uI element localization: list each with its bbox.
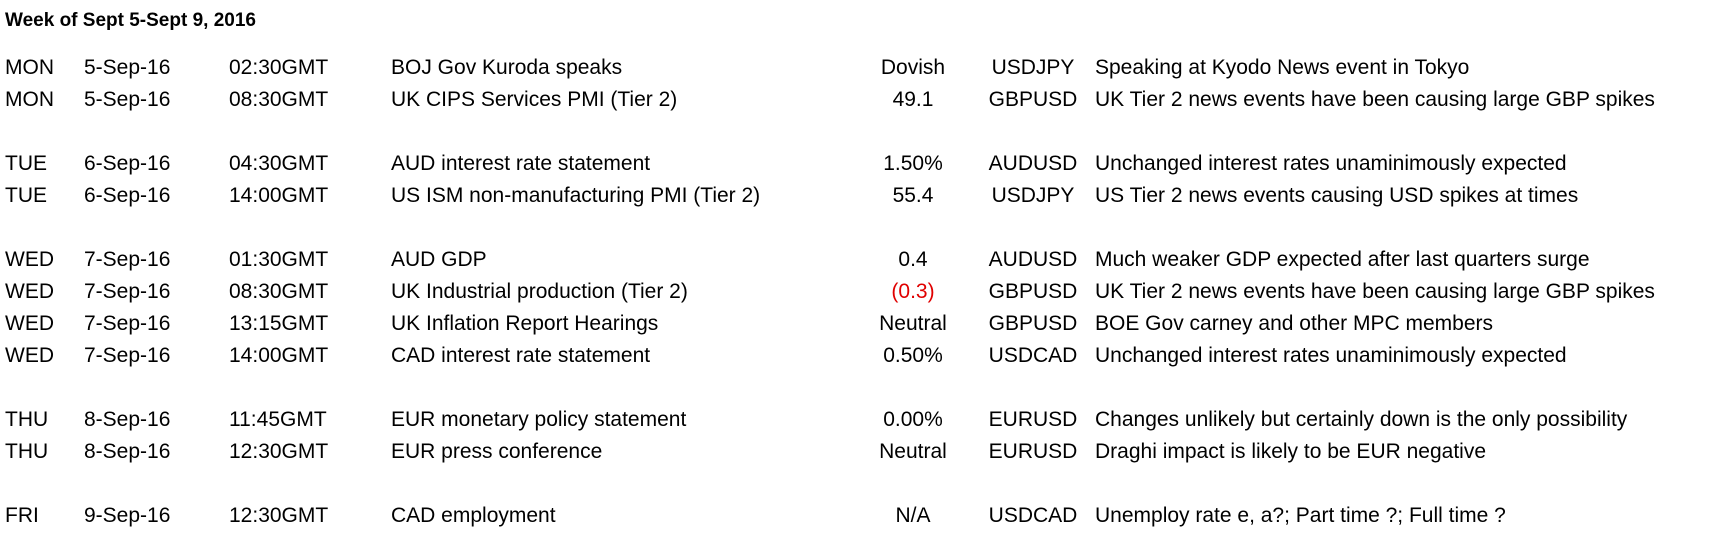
value-cell: N/A — [895, 504, 931, 527]
event-cell: EUR press conference — [391, 440, 603, 463]
time-cell: 13:15GMT — [229, 312, 329, 335]
note-cell: UK Tier 2 news events have been causing … — [1095, 280, 1655, 303]
event-cell: CAD employment — [391, 504, 556, 527]
note-cell: Draghi impact is likely to be EUR negati… — [1095, 440, 1487, 463]
pair-cell: USDCAD — [988, 344, 1078, 367]
time-cell: 11:45GMT — [229, 408, 327, 431]
table-row: WED 7-Sep-16 01:30GMT AUD GDP 0.4 AUDUSD… — [0, 244, 1734, 276]
value-cell: 0.50% — [883, 344, 943, 367]
calendar-table: MON 5-Sep-16 02:30GMT BOJ Gov Kuroda spe… — [0, 52, 1734, 532]
time-cell: 12:30GMT — [229, 440, 329, 463]
row-spacer — [0, 116, 1734, 148]
time-cell: 01:30GMT — [229, 248, 329, 271]
table-row: THU 8-Sep-16 12:30GMT EUR press conferen… — [0, 436, 1734, 468]
row-spacer — [0, 212, 1734, 244]
pair-cell: AUDUSD — [988, 152, 1078, 175]
pair-cell: USDJPY — [991, 56, 1075, 79]
note-cell: Unchanged interest rates unaminimously e… — [1095, 152, 1567, 175]
note-cell: BOE Gov carney and other MPC members — [1095, 312, 1493, 335]
page-title: Week of Sept 5-Sept 9, 2016 — [5, 10, 256, 31]
event-cell: US ISM non-manufacturing PMI (Tier 2) — [391, 184, 761, 207]
event-cell: AUD GDP — [391, 248, 487, 271]
day-cell: WED — [5, 312, 54, 335]
pair-cell: AUDUSD — [988, 248, 1078, 271]
day-cell: THU — [5, 408, 49, 431]
table-row: WED 7-Sep-16 14:00GMT CAD interest rate … — [0, 340, 1734, 372]
date-cell: 7-Sep-16 — [84, 248, 171, 271]
note-cell: Unemploy rate e, a?; Part time ?; Full t… — [1095, 504, 1506, 527]
pair-cell: GBPUSD — [988, 280, 1078, 303]
value-cell-negative: (0.3) — [891, 280, 935, 303]
note-cell: Changes unlikely but certainly down is t… — [1095, 408, 1628, 431]
event-cell: BOJ Gov Kuroda speaks — [391, 56, 623, 79]
event-cell: CAD interest rate statement — [391, 344, 651, 367]
note-cell: UK Tier 2 news events have been causing … — [1095, 88, 1655, 111]
pair-cell: GBPUSD — [988, 312, 1078, 335]
date-cell: 5-Sep-16 — [84, 56, 171, 79]
table-row: FRI 9-Sep-16 12:30GMT CAD employment N/A… — [0, 500, 1734, 532]
date-cell: 6-Sep-16 — [84, 152, 171, 175]
note-cell: Speaking at Kyodo News event in Tokyo — [1095, 56, 1470, 79]
time-cell: 04:30GMT — [229, 152, 329, 175]
time-cell: 08:30GMT — [229, 88, 329, 111]
day-cell: FRI — [5, 504, 39, 527]
value-cell: 0.00% — [883, 408, 943, 431]
value-cell: Neutral — [879, 440, 947, 463]
time-cell: 14:00GMT — [229, 184, 329, 207]
day-cell: MON — [5, 88, 54, 111]
table-row: TUE 6-Sep-16 04:30GMT AUD interest rate … — [0, 148, 1734, 180]
day-cell: THU — [5, 440, 49, 463]
table-row: MON 5-Sep-16 08:30GMT UK CIPS Services P… — [0, 84, 1734, 116]
event-cell: UK Industrial production (Tier 2) — [391, 280, 688, 303]
note-cell: Unchanged interest rates unaminimously e… — [1095, 344, 1567, 367]
value-cell: 0.4 — [898, 248, 928, 271]
date-cell: 9-Sep-16 — [84, 504, 171, 527]
event-cell: AUD interest rate statement — [391, 152, 651, 175]
table-row: WED 7-Sep-16 08:30GMT UK Industrial prod… — [0, 276, 1734, 308]
time-cell: 02:30GMT — [229, 56, 329, 79]
pair-cell: EURUSD — [988, 440, 1078, 463]
value-cell: 55.4 — [892, 184, 934, 207]
event-cell: UK CIPS Services PMI (Tier 2) — [391, 88, 678, 111]
row-spacer — [0, 372, 1734, 404]
value-cell: Dovish — [880, 56, 946, 79]
day-cell: MON — [5, 56, 54, 79]
event-cell: EUR monetary policy statement — [391, 408, 687, 431]
note-cell: Much weaker GDP expected after last quar… — [1095, 248, 1590, 271]
day-cell: TUE — [5, 184, 47, 207]
row-spacer — [0, 468, 1734, 500]
pair-cell: USDJPY — [991, 184, 1075, 207]
value-cell: 1.50% — [883, 152, 943, 175]
table-row: THU 8-Sep-16 11:45GMT EUR monetary polic… — [0, 404, 1734, 436]
time-cell: 14:00GMT — [229, 344, 329, 367]
pair-cell: GBPUSD — [988, 88, 1078, 111]
pair-cell: EURUSD — [988, 408, 1078, 431]
table-row: WED 7-Sep-16 13:15GMT UK Inflation Repor… — [0, 308, 1734, 340]
value-cell: Neutral — [879, 312, 947, 335]
day-cell: WED — [5, 280, 54, 303]
date-cell: 6-Sep-16 — [84, 184, 171, 207]
date-cell: 8-Sep-16 — [84, 440, 171, 463]
date-cell: 7-Sep-16 — [84, 312, 171, 335]
event-cell: UK Inflation Report Hearings — [391, 312, 659, 335]
day-cell: WED — [5, 248, 54, 271]
date-cell: 7-Sep-16 — [84, 280, 171, 303]
note-cell: US Tier 2 news events causing USD spikes… — [1095, 184, 1579, 207]
time-cell: 12:30GMT — [229, 504, 329, 527]
day-cell: TUE — [5, 152, 47, 175]
table-row: TUE 6-Sep-16 14:00GMT US ISM non-manufac… — [0, 180, 1734, 212]
date-cell: 8-Sep-16 — [84, 408, 171, 431]
table-row: MON 5-Sep-16 02:30GMT BOJ Gov Kuroda spe… — [0, 52, 1734, 84]
time-cell: 08:30GMT — [229, 280, 329, 303]
day-cell: WED — [5, 344, 54, 367]
date-cell: 5-Sep-16 — [84, 88, 171, 111]
value-cell: 49.1 — [892, 88, 934, 111]
pair-cell: USDCAD — [988, 504, 1078, 527]
date-cell: 7-Sep-16 — [84, 344, 171, 367]
